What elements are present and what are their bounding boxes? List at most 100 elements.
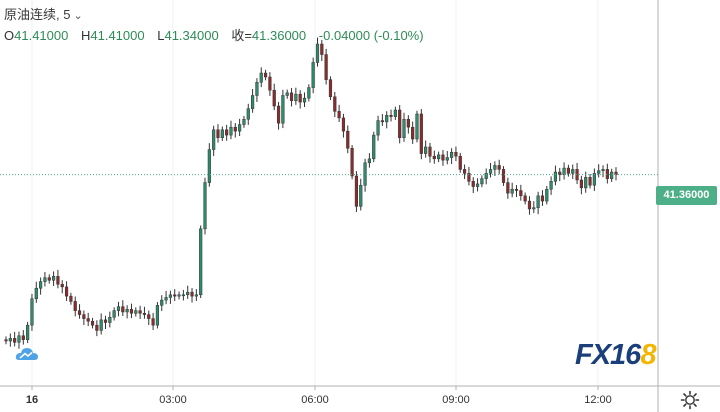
candle-body: [441, 154, 445, 161]
candle-body: [588, 177, 592, 186]
cloud-icon[interactable]: [14, 344, 40, 364]
candle-body: [90, 320, 95, 326]
candle-body: [255, 82, 259, 96]
close-value: 41.36000: [251, 28, 307, 43]
symbol-name: 原油连续: [4, 7, 57, 22]
candle-body: [454, 151, 458, 157]
candle-body: [445, 157, 449, 161]
candle-body: [216, 129, 220, 138]
candle-body: [8, 338, 12, 342]
candle-body: [506, 182, 510, 194]
candle-body: [480, 178, 484, 185]
open-label: O: [4, 28, 15, 43]
candle-body: [553, 171, 558, 182]
candle-body: [527, 200, 532, 210]
candle-body: [34, 287, 38, 300]
candle-body: [251, 95, 255, 109]
candle-body: [376, 120, 380, 136]
time-axis[interactable]: 16 03:00 06:00 09:00 12:00: [0, 386, 658, 412]
candle-body: [142, 313, 147, 315]
candle-body: [497, 165, 501, 170]
candle-body: [268, 76, 272, 91]
candle-body: [333, 96, 337, 112]
candle-body: [39, 281, 43, 289]
time-label-0900: 09:00: [442, 394, 470, 406]
candle-body: [411, 126, 415, 140]
candle-body: [164, 297, 168, 301]
candle-body: [212, 129, 216, 150]
candle-body: [276, 105, 281, 124]
candle-body: [116, 306, 121, 311]
candle-body: [190, 291, 194, 297]
last-price-tag[interactable]: 41.36000: [656, 186, 717, 205]
time-label-16: 16: [25, 394, 39, 406]
candle-body: [99, 319, 103, 331]
candle-body: [424, 146, 428, 154]
candle-body: [475, 183, 480, 187]
candle-body: [121, 306, 125, 313]
candle-body: [315, 43, 320, 63]
candle-body: [21, 335, 25, 340]
candle-body: [259, 72, 263, 83]
candle-body: [428, 146, 432, 157]
candle-body: [225, 129, 229, 136]
gear-icon[interactable]: [680, 390, 700, 410]
candle-body: [69, 295, 73, 302]
candle-body: [155, 305, 160, 326]
candle-body: [95, 324, 99, 331]
candle-body: [112, 310, 116, 318]
candle-body: [359, 184, 363, 207]
candle-body: [173, 294, 177, 297]
candle-body: [207, 149, 211, 183]
candle-body: [450, 151, 454, 158]
candle-body: [380, 120, 384, 123]
candle-body: [129, 309, 134, 314]
candle-body: [307, 87, 311, 99]
candle-body: [337, 111, 341, 119]
candle-body: [294, 93, 298, 102]
candle-body: [73, 301, 77, 311]
candle-body: [398, 109, 402, 138]
candle-body: [605, 169, 609, 179]
candle-body: [242, 118, 246, 125]
candle-body: [263, 72, 268, 78]
candle-body: [367, 158, 371, 164]
fx168-logo: FX168: [575, 339, 656, 372]
candle-body: [13, 338, 17, 343]
low-label: L: [157, 28, 165, 43]
candle-body: [203, 182, 207, 230]
candle-body: [60, 283, 64, 288]
candle-body: [147, 314, 151, 319]
candle-body: [311, 62, 315, 88]
candle-body: [510, 188, 514, 194]
candle-body: [545, 188, 549, 202]
ohlc-legend: O41.41000 H41.41000 L41.34000 收=41.36000…: [4, 25, 424, 44]
candle-body: [562, 167, 566, 175]
candle-body: [597, 170, 601, 174]
chevron-down-icon[interactable]: ⌄: [73, 10, 83, 22]
candle-body: [220, 129, 224, 138]
candle-body: [298, 93, 302, 103]
change-value: -0.04000 (-0.10%): [318, 28, 424, 43]
candle-body: [103, 319, 108, 323]
candle-body: [341, 117, 346, 132]
candle-body: [51, 276, 56, 281]
candle-body: [160, 299, 164, 306]
candle-body: [26, 324, 30, 340]
candle-body: [432, 155, 436, 160]
candle-body: [289, 92, 294, 102]
candle-body: [501, 169, 506, 183]
candle-body: [536, 195, 540, 208]
candle-body: [285, 92, 289, 96]
candle-body: [385, 115, 389, 123]
candle-body: [458, 155, 462, 170]
candle-body: [519, 190, 523, 197]
candle-body: [246, 108, 250, 120]
logo-text: FX16: [575, 339, 641, 371]
open-value: 41.41000: [14, 28, 69, 43]
logo-highlight: 8: [640, 339, 656, 371]
symbol-interval: , 5: [56, 7, 71, 22]
candle-body: [47, 277, 51, 281]
